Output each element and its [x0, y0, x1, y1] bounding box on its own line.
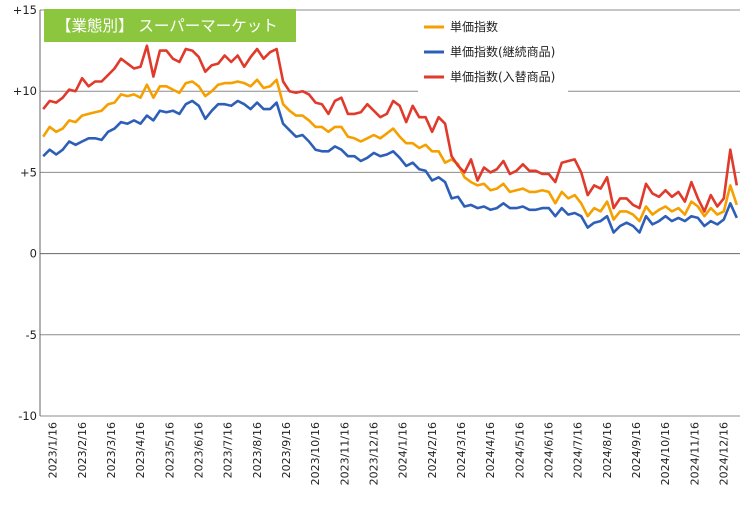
x-tick-label: 2023/3/16 [105, 422, 118, 478]
x-tick-label: 2024/5/16 [513, 422, 526, 478]
x-tick-label: 2023/7/16 [222, 422, 235, 478]
series-line-2 [42, 44, 739, 213]
legend-label-unit-price-index: 単価指数 [450, 19, 498, 34]
x-tick-label: 2024/7/16 [572, 422, 585, 478]
y-tick-label: -10 [18, 409, 37, 423]
x-tick-label: 2024/2/16 [426, 422, 439, 478]
x-tick-label: 2023/1/16 [47, 422, 60, 478]
chart-title-background [44, 9, 296, 42]
legend-item-continuing-products: 単価指数(継続商品) [424, 44, 555, 59]
x-tick-label: 2023/4/16 [134, 422, 147, 478]
x-tick-label: 2023/2/16 [76, 422, 89, 478]
x-tick-label: 2024/8/16 [601, 422, 614, 478]
x-tick-label: 2023/6/16 [192, 422, 205, 478]
chart-title-box: 【業態別】 スーパーマーケット [44, 9, 296, 42]
x-tick-label: 2023/9/16 [280, 422, 293, 478]
y-tick-label: +10 [13, 84, 37, 98]
x-tick-label: 2024/4/16 [484, 422, 497, 478]
y-axis: +15 +10 +5 0 -5 -10 [13, 3, 41, 423]
x-tick-label: 2023/12/16 [367, 422, 380, 485]
legend-item-unit-price-index: 単価指数 [424, 19, 498, 34]
y-tick-label: +5 [20, 165, 37, 179]
x-tick-label: 2024/11/16 [688, 422, 701, 485]
x-tick-label: 2024/1/16 [397, 422, 410, 478]
x-tick-label: 2024/10/16 [659, 422, 672, 485]
x-tick-label: 2024/12/16 [717, 422, 730, 485]
gridlines [40, 9, 740, 417]
series-lines [42, 44, 739, 234]
y-tick-label: -5 [26, 328, 37, 342]
x-tick-label: 2024/9/16 [630, 422, 643, 478]
y-tick-label: 0 [30, 247, 37, 261]
x-tick-label: 2023/11/16 [338, 422, 351, 485]
legend: 単価指数 単価指数(継続商品) 単価指数(入替商品) [418, 12, 568, 94]
x-tick-label: 2023/10/16 [309, 422, 322, 485]
x-tick-label: 2023/5/16 [163, 422, 176, 478]
chart-title: 【業態別】 スーパーマーケット [56, 17, 278, 35]
legend-item-replacement-products: 単価指数(入替商品) [424, 69, 555, 84]
series-line-0 [42, 78, 739, 223]
y-tick-label: +15 [13, 3, 37, 17]
legend-label-replacement-products: 単価指数(入替商品) [450, 69, 555, 84]
x-axis: 2023/1/16 2023/2/16 2023/3/16 2023/4/16 2023… [47, 422, 731, 485]
legend-label-continuing-products: 単価指数(継続商品) [450, 44, 555, 59]
x-tick-label: 2023/8/16 [251, 422, 264, 478]
x-tick-label: 2024/6/16 [542, 422, 555, 478]
x-tick-label: 2024/3/16 [455, 422, 468, 478]
series-line-1 [42, 99, 738, 234]
